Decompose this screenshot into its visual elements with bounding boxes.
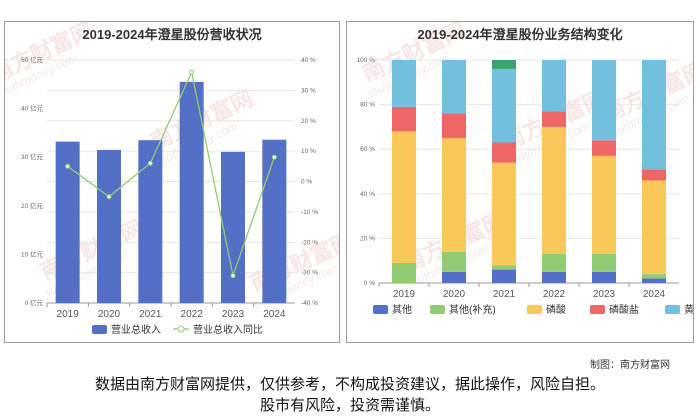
stacked-segment: [492, 162, 516, 266]
chart-title: 2019-2024年澄星股份营收状况: [82, 27, 261, 42]
revenue-bar: [179, 81, 204, 303]
stacked-segment: [442, 113, 466, 139]
y-right-tick-label: -40 %: [301, 300, 318, 307]
legend-swatch: [527, 305, 542, 314]
x-tick-label: 2019: [57, 309, 80, 320]
x-tick-label: 2022: [181, 309, 204, 320]
chart-title: 2019-2024年澄星股份业务结构变化: [417, 27, 622, 42]
y-right-tick-label: -30 %: [301, 270, 318, 277]
stacked-segment: [592, 254, 616, 272]
legend-label: 黄磷: [684, 303, 693, 316]
yoy-point: [147, 160, 153, 166]
business-structure-chart-panel: 南方财富网southmoney.com南方财富网southmoney.com南方…: [346, 21, 694, 343]
stacked-segment: [592, 155, 616, 255]
yoy-line: [67, 70, 275, 279]
stacked-segment: [492, 269, 516, 283]
stacked-segment: [542, 254, 566, 272]
stacked-segment: [492, 68, 516, 143]
stacked-segment: [392, 131, 416, 263]
stacked-segment: [592, 271, 616, 283]
business-structure-chart: 南方财富网southmoney.com南方财富网southmoney.com南方…: [357, 22, 693, 316]
legend-swatch-yoy-point: [177, 325, 185, 333]
revenue-chart-panel: 南方财富网 southmoney.com 南方财富网 southmoney.com 南方…: [4, 21, 340, 343]
stacked-segment: [542, 126, 566, 255]
stacked-segment: [642, 60, 666, 170]
yoy-point: [65, 163, 71, 169]
stacked-segment: [442, 271, 466, 283]
y-left-tick-label: 40 亿元: [21, 104, 44, 113]
x-tick-label: 2024: [643, 289, 666, 300]
stacked-segment: [392, 262, 416, 283]
chart-credit: 制图：南方财富网: [590, 360, 670, 371]
y-left-tick-label: 0 亿元: [25, 298, 44, 307]
stacked-segment: [492, 60, 516, 69]
x-tick-label: 2024: [263, 309, 286, 320]
x-tick-label: 2022: [543, 289, 566, 300]
stacked-segment: [542, 60, 566, 112]
x-tick-label: 2020: [443, 289, 466, 300]
x-tick-label: 2021: [493, 289, 516, 300]
stacked-segment: [592, 60, 616, 141]
y-left-tick-label: 10 亿元: [21, 249, 44, 258]
revenue-bar: [97, 149, 121, 303]
stacked-segment: [642, 169, 666, 181]
y-tick-label: 0 %: [364, 280, 375, 287]
stacked-segment: [592, 140, 616, 156]
stacked-segment: [542, 111, 566, 127]
revenue-chart: 南方财富网southmoney.com南方财富网southmoney.com南方…: [5, 22, 339, 336]
y-right-tick-label: -10 %: [301, 209, 318, 216]
y-right-tick-label: 30 %: [301, 87, 316, 94]
stacked-segment: [492, 265, 516, 270]
revenue-bar: [262, 139, 287, 303]
y-right-tick-label: 40 %: [301, 57, 316, 64]
x-tick-label: 2021: [139, 309, 162, 320]
y-right-tick-label: 20 %: [301, 118, 316, 125]
y-right-tick-label: 0 %: [301, 179, 312, 186]
y-left-tick-label: 20 亿元: [21, 201, 44, 210]
revenue-bar: [221, 151, 245, 303]
stacked-segment: [492, 142, 516, 163]
legend-swatch: [373, 305, 388, 314]
stacked-segment: [442, 60, 466, 114]
legend-label-yoy: 营业总收入同比: [193, 323, 263, 336]
y-left-tick-label: 50 亿元: [21, 55, 44, 64]
legend-label: 磷酸: [546, 303, 566, 316]
legend-swatch: [430, 305, 445, 314]
stacked-segment: [442, 138, 466, 252]
y-tick-label: 20 %: [360, 235, 375, 242]
stacked-segment: [392, 106, 416, 132]
y-tick-label: 40 %: [360, 191, 375, 198]
x-tick-label: 2019: [393, 289, 416, 300]
legend-swatch-revenue: [92, 325, 107, 334]
legend-swatch: [590, 305, 605, 314]
yoy-point: [106, 194, 112, 200]
stacked-segment: [642, 180, 666, 275]
revenue-bar: [138, 140, 163, 303]
stacked-segment: [392, 60, 416, 107]
x-tick-label: 2023: [222, 309, 245, 320]
stacked-segment: [642, 274, 666, 279]
y-right-tick-label: 10 %: [301, 148, 316, 155]
legend-label-revenue: 营业总收入: [111, 323, 161, 336]
legend-swatch: [665, 305, 680, 314]
legend-label: 其他(补充): [449, 303, 496, 316]
legend-label: 其他: [392, 303, 412, 316]
y-tick-label: 60 %: [360, 146, 375, 153]
y-tick-label: 100 %: [357, 57, 376, 64]
stacked-segment: [442, 251, 466, 272]
y-left-tick-label: 30 亿元: [21, 152, 44, 161]
x-tick-label: 2020: [98, 309, 121, 320]
yoy-point: [271, 154, 277, 160]
stacked-segment: [542, 271, 566, 283]
yoy-point: [189, 69, 195, 75]
disclaimer-line-2: 股市有风险，投资需谨慎。: [259, 397, 440, 414]
stacked-segment: [642, 278, 666, 283]
y-right-tick-label: -20 %: [301, 239, 318, 246]
disclaimer-line-1: 数据由南方财富网提供，仅供参考，不构成投资建议，据此操作，风险自担。: [94, 376, 605, 393]
legend-label: 磷酸盐: [609, 303, 639, 316]
yoy-point: [230, 273, 236, 279]
y-tick-label: 80 %: [360, 102, 375, 109]
x-tick-label: 2023: [593, 289, 616, 300]
disclaimer: 数据由南方财富网提供，仅供参考，不构成投资建议，据此操作，风险自担。 股市有风险…: [0, 374, 700, 416]
